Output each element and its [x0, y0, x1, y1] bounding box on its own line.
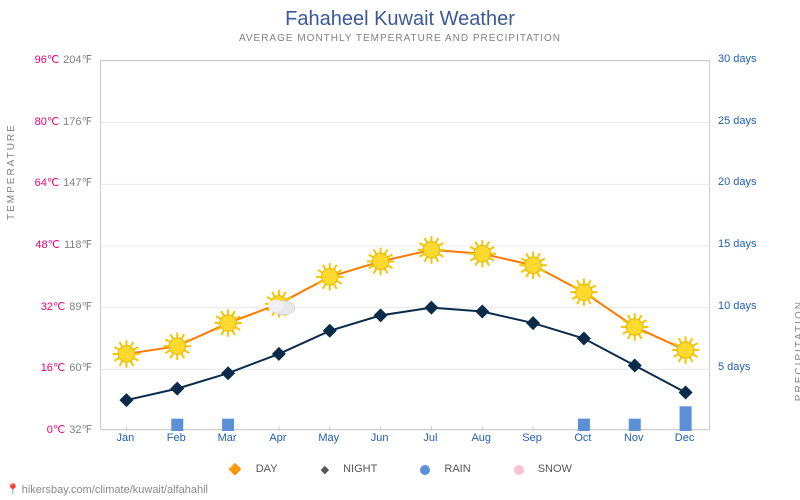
x-tick: May: [318, 432, 339, 444]
y-tick-left: 0℃32℉: [47, 423, 92, 436]
sun-icon: 🔶: [228, 463, 242, 476]
x-tick: Feb: [167, 432, 186, 444]
legend-day: 🔶DAY: [218, 463, 288, 475]
y-tick-left: 80℃176℉: [35, 115, 92, 128]
y-tick-left: 48℃118℉: [35, 238, 92, 251]
chart-subtitle: AVERAGE MONTHLY TEMPERATURE AND PRECIPIT…: [0, 33, 800, 44]
x-axis-ticks: Jan Feb Mar Apr May Jun Jul Aug Sep Oct Nov Dec: [100, 432, 710, 452]
y-tick-left: 32℃89℉: [41, 300, 92, 313]
snow-icon: [514, 465, 524, 475]
x-tick: Oct: [574, 432, 591, 444]
chart-title: Fahaheel Kuwait Weather: [0, 0, 800, 31]
diamond-icon: ◆: [321, 463, 329, 476]
x-tick: Sep: [522, 432, 542, 444]
y-tick-left: 96℃204℉: [35, 53, 92, 66]
x-tick: Aug: [471, 432, 491, 444]
x-tick: Jul: [423, 432, 437, 444]
chart-plot-area: [100, 60, 710, 430]
y-tick-right: 5 days: [718, 361, 750, 373]
y-axis-right: 5 days10 days15 days20 days25 days30 day…: [710, 60, 800, 430]
x-tick: Jun: [371, 432, 389, 444]
footer-attribution: 📍hikersbay.com/climate/kuwait/alfahahil: [6, 483, 208, 496]
legend-night: ◆NIGHT: [311, 463, 388, 475]
legend-snow: SNOW: [504, 463, 582, 475]
y-tick-right: 15 days: [718, 238, 757, 250]
pin-icon: 📍: [6, 484, 20, 496]
x-tick: Apr: [269, 432, 286, 444]
y-tick-right: 25 days: [718, 115, 757, 127]
legend-rain: RAIN: [410, 463, 480, 475]
x-tick: Mar: [218, 432, 237, 444]
y-tick-left: 16℃60℉: [41, 361, 92, 374]
rain-icon: [420, 465, 430, 475]
x-tick: Nov: [624, 432, 644, 444]
x-tick: Jan: [117, 432, 135, 444]
chart-legend: 🔶DAY ◆NIGHT RAIN SNOW: [0, 463, 800, 476]
y-tick-right: 30 days: [718, 53, 757, 65]
y-axis-left: 0℃32℉16℃60℉32℃89℉48℃118℉64℃147℉80℃176℉96…: [0, 60, 100, 430]
x-tick: Dec: [675, 432, 695, 444]
y-tick-left: 64℃147℉: [35, 176, 92, 189]
y-tick-right: 20 days: [718, 176, 757, 188]
y-tick-right: 10 days: [718, 300, 757, 312]
chart-svg: [101, 61, 711, 431]
